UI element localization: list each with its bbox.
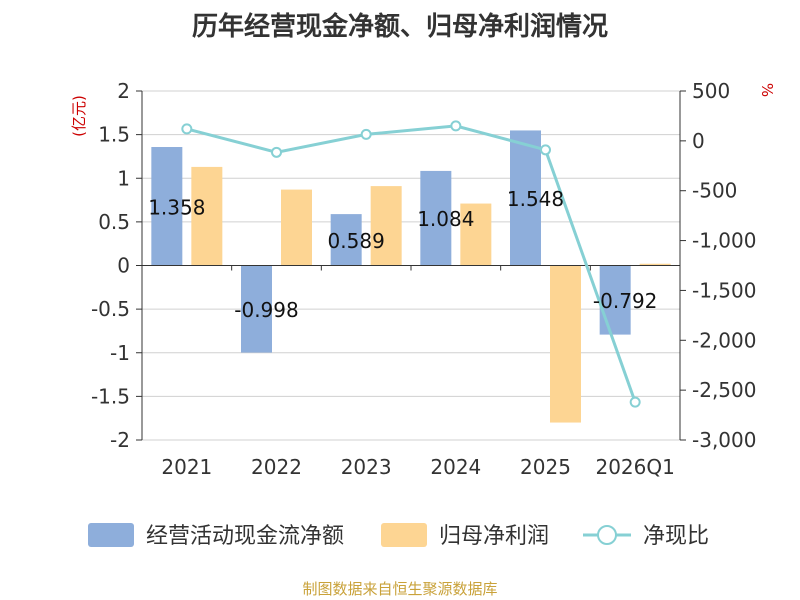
legend: 经营活动现金流净额 归母净利润 净现比	[88, 523, 709, 549]
right-tick-label: -500	[692, 179, 737, 203]
category-label: 2022	[251, 455, 302, 479]
left-axis-label: (亿元)	[70, 95, 88, 137]
legend-swatch-net-profit	[381, 523, 427, 547]
right-tick-label: 500	[692, 79, 730, 103]
ratio-point	[540, 144, 551, 156]
cashflow-data-label: 1.358	[148, 195, 205, 219]
category-label: 2023	[341, 455, 392, 479]
right-tick-label: -1,000	[692, 229, 756, 253]
left-tick-label: -0.5	[91, 297, 130, 321]
legend-label-cashflow: 经营活动现金流净额	[146, 524, 344, 549]
chart-title: 历年经营现金净额、归母净利润情况	[191, 12, 608, 42]
cashflow-bar	[420, 170, 452, 266]
net-profit-bar	[460, 203, 492, 266]
left-tick-label: -2	[110, 428, 130, 452]
left-tick-label: 1.5	[98, 123, 130, 147]
right-tick-label: 0	[692, 129, 705, 153]
net-profit-bar	[550, 265, 581, 423]
ratio-point	[360, 128, 372, 140]
legend-label-ratio: 净现比	[643, 524, 709, 549]
category-label: 2024	[430, 455, 481, 479]
grid-lines	[142, 90, 680, 441]
cashflow-data-label: 1.548	[507, 187, 564, 211]
right-tick-label: -1,500	[692, 278, 756, 302]
cashflow-bar	[241, 265, 272, 353]
ratio-point	[271, 146, 282, 158]
left-tick-label: 0	[117, 254, 130, 278]
data-labels: 1.358 -0.998 0.589 1.084 1.548 -0.792	[148, 187, 657, 322]
right-tick-label: -2,000	[692, 328, 756, 352]
cashflow-bar	[330, 214, 362, 266]
left-tick-label: 1	[117, 166, 130, 190]
legend-swatch-ratio-marker	[597, 525, 617, 545]
net-profit-bar	[370, 186, 402, 266]
bars	[151, 130, 671, 423]
cashflow-bar	[599, 265, 631, 335]
ratio-point	[450, 120, 462, 132]
legend-label-net-profit: 归母净利润	[439, 524, 549, 549]
ratio-point	[181, 123, 193, 135]
legend-swatch-cashflow	[88, 523, 134, 547]
category-label: 2026Q1	[595, 455, 674, 479]
cashflow-bar	[151, 147, 183, 266]
cashflow-bar	[510, 130, 541, 266]
axes: 2 1.5 1 0.5 0 -0.5 -1 -1.5 -2 500 0 -500 -1,000 -1,50…	[70, 79, 776, 479]
ratio-line-path	[186, 124, 637, 403]
net-profit-bar	[639, 263, 671, 266]
cashflow-data-label: -0.792	[593, 289, 657, 313]
cashflow-data-label: -0.998	[234, 298, 298, 322]
left-tick-label: -1	[110, 341, 130, 365]
left-tick-label: -1.5	[91, 384, 130, 408]
right-axis-label: %	[758, 83, 776, 97]
ratio-line	[181, 120, 641, 408]
ratio-point	[629, 396, 641, 408]
right-tick-label: -2,500	[692, 378, 756, 402]
left-tick-label: 0.5	[98, 210, 130, 234]
net-profit-bar	[281, 189, 312, 266]
category-label: 2021	[161, 455, 212, 479]
right-tick-label: -3,000	[692, 428, 756, 452]
source-note: 制图数据来自恒生聚源数据库	[302, 580, 498, 598]
left-tick-label: 2	[117, 79, 130, 103]
cashflow-data-label: 1.084	[417, 207, 474, 231]
cashflow-data-label: 0.589	[328, 229, 385, 253]
category-label: 2025	[520, 455, 571, 479]
net-profit-bar	[191, 166, 223, 266]
